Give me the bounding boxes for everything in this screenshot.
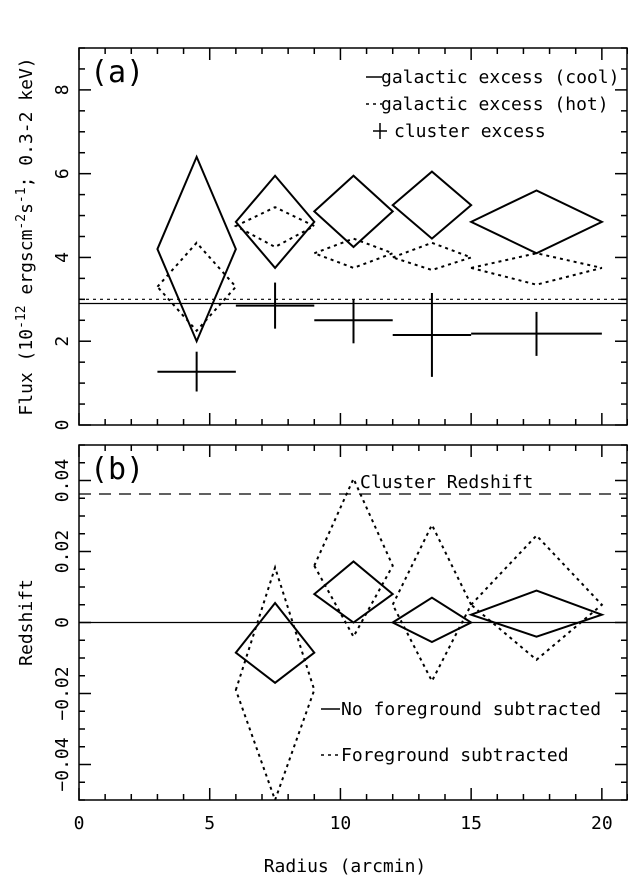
y-tick-label: −0.02 [52,666,73,720]
y-tick-label: 2 [52,336,73,347]
y-tick-label: 6 [52,168,73,179]
data-point-diamond [156,241,238,333]
legend-label: galactic excess (hot) [381,94,609,115]
data-point-diamond [468,589,605,638]
panel-b: −0.04 −0.02 0 0.02 0.04 Redshift (b) Cluster Re… [16,444,628,803]
x-tick-label: 0 [74,813,85,834]
data-point-diamond [391,522,473,684]
data-point-diamond [156,154,237,344]
reference-line-label: Cluster Redshift [360,472,533,493]
x-tick-label: 20 [591,813,613,834]
data-point-diamond [389,241,475,272]
legend-label: galactic excess (cool) [381,67,619,88]
y-axis-label-part: ; 0.3-2 keV) [16,57,37,187]
panel-a: 0 2 4 6 8 Flux (10-12 ergscm-2s-1; 0.3-2 keV)… [14,47,628,431]
y-tick-label: 0.02 [52,530,73,573]
data-point-diamond [313,476,394,639]
data-point-diamond [390,596,474,644]
legend: No foreground subtracted Foreground subtr… [321,699,601,766]
data-point-diamond [311,237,396,269]
x-axis-label: Radius (arcmin) [264,856,427,877]
y-axis-label-part: s [16,203,37,214]
y-axis-label-part: -2 [14,214,29,230]
y-axis-label-part: -1 [14,187,29,203]
y-axis-label-part: ergscm [16,230,37,306]
data-point-diamond [391,170,473,240]
y-tick-label: −0.04 [52,737,73,791]
legend-label: Foreground subtracted [341,745,569,766]
legend-label: No foreground subtracted [341,699,601,720]
y-axis-label-part: -12 [14,305,29,328]
data-point-diamond [469,534,604,662]
y-axis-label-part: Flux (10 [16,329,37,416]
x-tick-label: 10 [330,813,352,834]
y-axis-label: Redshift [16,579,37,666]
data-point-diamond [312,560,395,624]
data-point-diamond [234,564,316,803]
y-tick-label: 0 [52,617,73,628]
y-axis-label: Flux (10-12 ergscm-2s-1; 0.3-2 keV) [14,57,37,415]
y-tick-label: 8 [52,84,73,95]
x-axis: Radius (arcmin) 0 5 10 15 20 [74,813,613,877]
data-point-diamond [233,206,317,249]
panel-tag: (b) [90,452,144,487]
data-point-diamond [234,601,316,685]
legend: galactic excess (cool) galactic excess (h… [366,67,619,142]
y-tick-label: 0.04 [52,459,73,502]
x-tick-label: 15 [460,813,482,834]
data-point-diamond [312,174,395,249]
data-point-diamond [468,189,605,255]
data-point-diamond [234,174,316,270]
data-point-diamond [470,252,603,286]
panel-tag: (a) [90,55,144,90]
y-tick-label: 0 [52,420,73,431]
x-tick-label: 5 [204,813,215,834]
legend-label: cluster excess [394,121,546,142]
y-tick-label: 4 [52,252,73,263]
